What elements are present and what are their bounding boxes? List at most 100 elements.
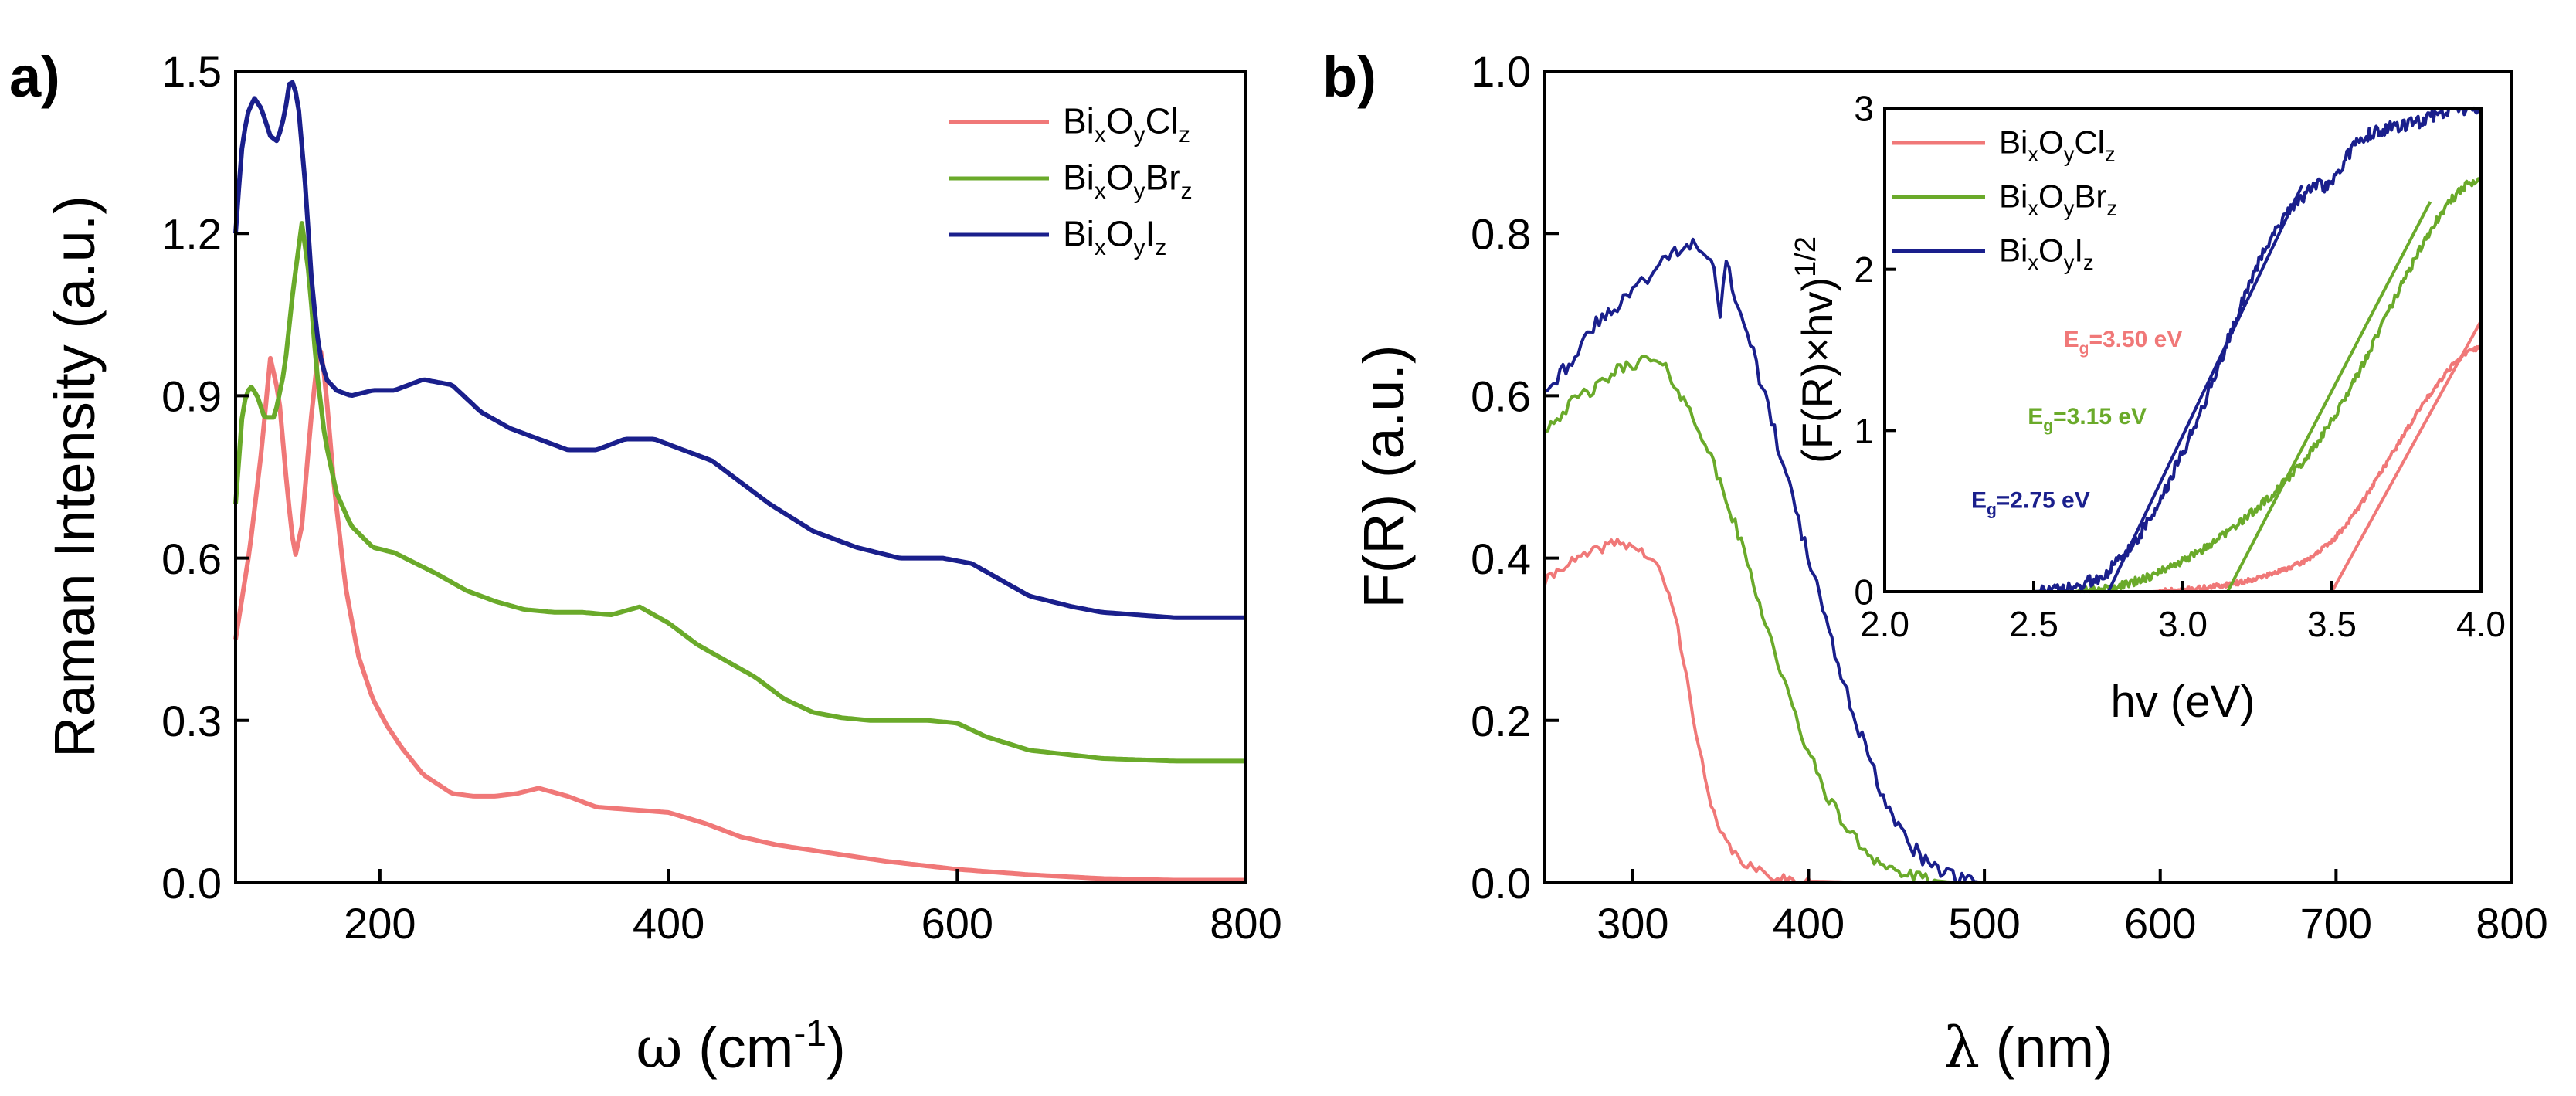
tauc-bandgap-symbol: E: [2028, 404, 2043, 429]
absorbance-x-tick-label: 600: [2124, 899, 2196, 948]
tauc-legend-label-part: x: [2028, 196, 2038, 220]
tauc-legend-label-part: z: [2083, 250, 2094, 274]
tauc-y-tick-label: 3: [1854, 89, 1874, 129]
raman-x-tick-label: 600: [921, 899, 993, 948]
raman-legend-label-part: x: [1095, 122, 1106, 148]
tauc-legend-label-part: z: [2106, 196, 2117, 220]
raman-legend-label-part: z: [1179, 122, 1190, 148]
raman-x-axis-unit: (cm: [683, 1016, 794, 1080]
raman-series-line: [233, 221, 1246, 764]
absorbance-y-tick-label: 1.0: [1471, 47, 1531, 96]
tauc-y-axis-main: (F(R)×hv): [1793, 277, 1841, 463]
tauc-x-tick-label: 4.0: [2456, 604, 2506, 644]
tauc-legend-label-part: I: [2074, 232, 2083, 268]
tauc-bandgap-value: =2.75 eV: [1997, 487, 2090, 513]
tauc-series-line: [2152, 344, 2483, 593]
absorbance-x-tick-label: 800: [2476, 899, 2547, 948]
raman-y-tick-label: 0.9: [161, 372, 222, 421]
tauc-legend-label: BixOyBrz: [1999, 178, 2117, 220]
tauc-series-line: [2063, 176, 2483, 593]
raman-legend-label-part: O: [1106, 158, 1134, 198]
raman-y-tick-label: 1.5: [161, 47, 222, 96]
tauc-legend-label-part: x: [2028, 142, 2038, 166]
absorbance-x-axis-title: λ (nm): [1943, 1015, 2113, 1081]
raman-x-axis-symbol: ω: [636, 1015, 682, 1081]
raman-legend-label-part: y: [1134, 235, 1145, 260]
tauc-legend-label-part: Bi: [1999, 178, 2028, 214]
absorbance-plot-frame: [1543, 70, 2513, 884]
raman-series-group: [233, 80, 1246, 883]
raman-x-axis-unit-close: ): [826, 1016, 846, 1080]
panel-b-label: b): [1322, 45, 1376, 109]
absorbance-y-tick-label: 0.8: [1471, 209, 1531, 258]
raman-series-line: [233, 80, 1246, 620]
tauc-legend-label-part: O: [2038, 178, 2064, 214]
tauc-bandgap-label: Eg=3.15 eV: [2028, 404, 2147, 435]
raman-axis-ticks: 200 400 600 800 0.0 0.3 0.6 0.9 1.2 1.5: [161, 47, 1282, 948]
raman-y-axis-title: Raman Intensity (a.u.): [42, 195, 107, 758]
tauc-bandgap-sub: g: [2079, 340, 2089, 358]
absorbance-x-tick-label: 500: [1948, 899, 2020, 948]
tauc-bandgap-sub: g: [2043, 417, 2053, 435]
absorbance-y-tick-label: 0.4: [1471, 534, 1531, 583]
raman-y-tick-label: 0.3: [161, 697, 222, 745]
absorbance-axis-ticks: 300 400 500 600 700 800 0.0 0.2 0.4 0.6 0.8 1.0: [1471, 47, 2548, 948]
absorbance-x-axis-unit: (nm): [1980, 1016, 2113, 1080]
tauc-bandgap-sub: g: [1987, 500, 1997, 518]
absorbance-y-axis-title: F(R) (a.u.): [1352, 344, 1416, 608]
absorbance-y-tick-label: 0.2: [1471, 697, 1531, 745]
tauc-legend-label-part: y: [2064, 250, 2075, 274]
absorbance-x-tick-label: 300: [1597, 899, 1668, 948]
raman-x-tick-label: 400: [633, 899, 704, 948]
tauc-bandgap-symbol: E: [1971, 487, 1987, 513]
tauc-legend-label-part: Bi: [1999, 232, 2028, 268]
tauc-legend-label-part: y: [2064, 196, 2075, 220]
tauc-legend-label: BixOyIz: [1999, 232, 2094, 274]
tauc-legend-label: BixOyClz: [1999, 124, 2116, 166]
raman-legend-label-part: Bi: [1063, 101, 1095, 141]
tauc-bandgap-value: =3.15 eV: [2053, 404, 2147, 429]
tauc-series-group: [2033, 107, 2483, 593]
raman-legend-label: BixOyIz: [1063, 214, 1166, 261]
raman-legend-label: BixOyBrz: [1063, 158, 1193, 205]
tauc-tangent-line: [2226, 201, 2432, 592]
tauc-tangent-line: [2106, 185, 2304, 592]
tauc-bandgap-label: Eg=2.75 eV: [1971, 487, 2090, 518]
raman-legend-label-part: z: [1181, 178, 1193, 204]
tauc-axis-ticks: 2.0 2.5 3.0 3.5 4.0 0 1 2 3: [1854, 89, 2506, 644]
tauc-y-tick-label: 2: [1854, 249, 1874, 290]
raman-legend-label-part: Br: [1145, 158, 1181, 198]
tauc-y-axis-title: (F(R)×hv)1/2: [1790, 236, 1841, 463]
raman-x-tick-label: 200: [344, 899, 416, 948]
tauc-y-axis-sup: 1/2: [1790, 236, 1822, 277]
raman-legend-label-part: O: [1106, 101, 1134, 141]
raman-plot-frame: [234, 70, 1247, 884]
tauc-legend-label-part: O: [2038, 124, 2064, 160]
absorbance-x-tick-label: 700: [2300, 899, 2372, 948]
tauc-x-tick-label: 3.0: [2158, 604, 2208, 644]
tauc-bandgap-label: Eg=3.50 eV: [2064, 327, 2183, 358]
absorbance-y-tick-label: 0.0: [1471, 859, 1531, 908]
absorbance-x-tick-label: 400: [1773, 899, 1845, 948]
raman-legend-label-part: Cl: [1145, 101, 1179, 141]
tauc-x-tick-label: 3.5: [2307, 604, 2357, 644]
raman-legend-label-part: x: [1095, 235, 1106, 260]
tauc-tangent-line: [2330, 320, 2483, 592]
raman-series-line: [233, 349, 1246, 883]
raman-legend-label-part: O: [1106, 214, 1134, 254]
tauc-legend-label-part: Br: [2074, 178, 2106, 214]
tauc-bandgap-value: =3.50 eV: [2089, 327, 2182, 352]
raman-y-tick-label: 0.6: [161, 534, 222, 583]
raman-legend-label-part: y: [1134, 178, 1145, 204]
panel-a-label: a): [9, 45, 60, 109]
raman-legend-label-part: x: [1095, 178, 1106, 204]
tauc-y-tick-label: 1: [1854, 411, 1874, 451]
tauc-series-line: [2033, 107, 2483, 593]
tauc-legend-label-part: z: [2105, 142, 2116, 166]
tauc-legend-label-part: Cl: [2074, 124, 2105, 160]
raman-x-tick-label: 800: [1210, 899, 1281, 948]
